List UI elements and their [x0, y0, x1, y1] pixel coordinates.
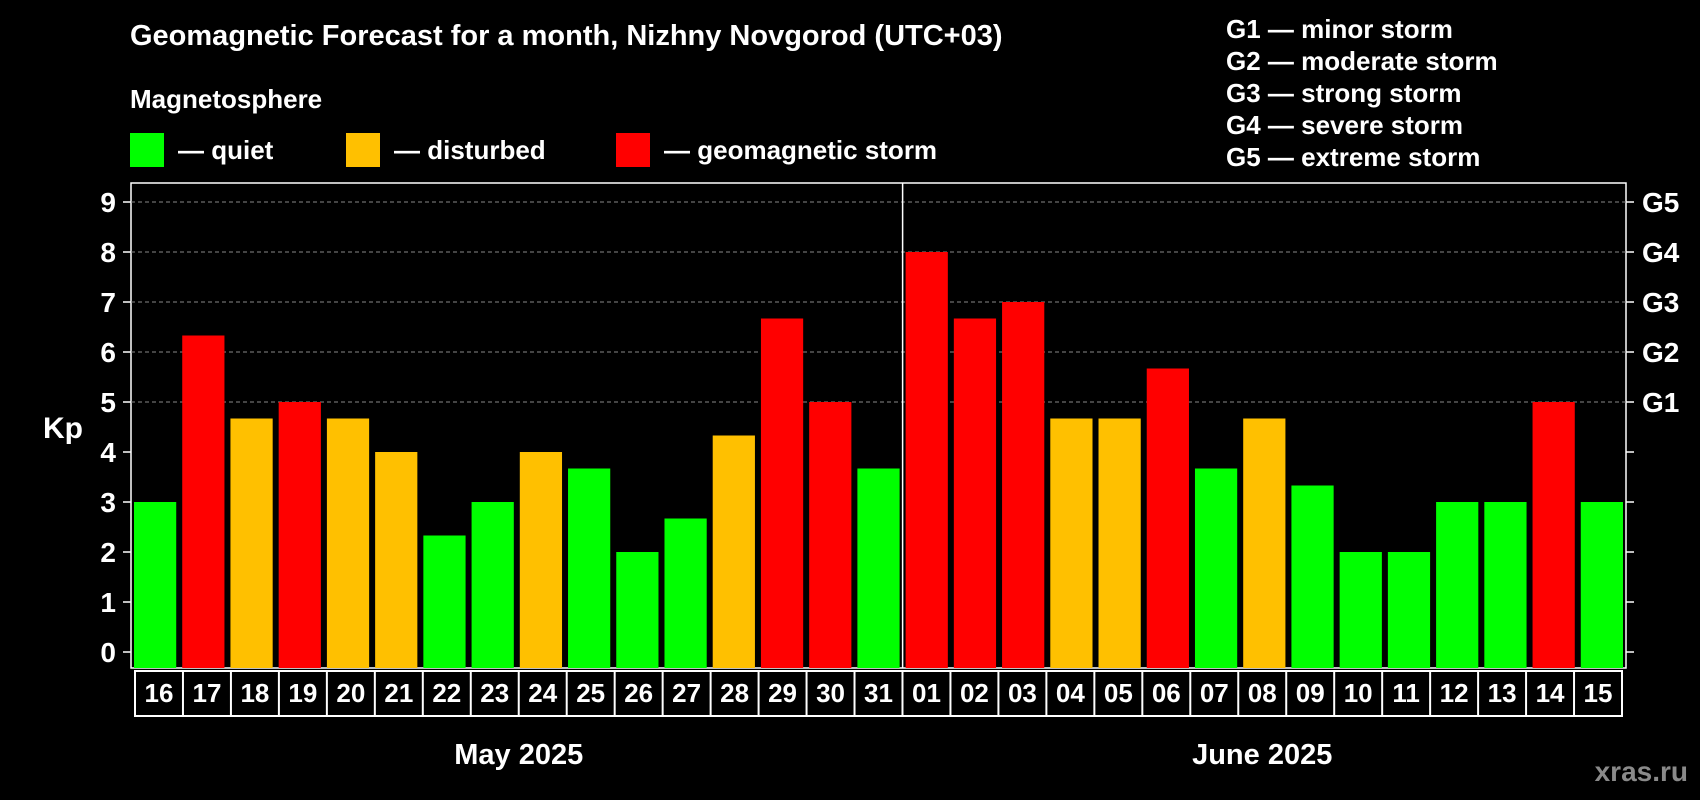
- legend-swatch-quiet: [130, 133, 164, 167]
- kp-bar: [616, 552, 659, 668]
- day-label: 21: [384, 678, 413, 708]
- y-tick-label: 1: [100, 587, 116, 618]
- g-axis-label: G3: [1642, 287, 1679, 318]
- day-label: 27: [672, 678, 701, 708]
- g-scale-g5: G5 — extreme storm: [1226, 142, 1481, 172]
- kp-bar: [1243, 418, 1286, 668]
- y-tick-label: 6: [100, 337, 116, 368]
- day-label: 05: [1104, 678, 1133, 708]
- kp-bar: [857, 468, 900, 668]
- kp-bar: [664, 518, 707, 668]
- day-label: 01: [912, 678, 941, 708]
- kp-bar: [230, 418, 273, 668]
- y-tick-label: 2: [100, 537, 116, 568]
- g-scale-g3: G3 — strong storm: [1226, 78, 1462, 108]
- y-tick-label: 7: [100, 287, 116, 318]
- day-label: 14: [1536, 678, 1565, 708]
- day-label: 26: [624, 678, 653, 708]
- day-label-row: [134, 670, 1623, 717]
- day-label: 15: [1584, 678, 1613, 708]
- y-tick-label: 5: [100, 387, 116, 418]
- day-label: 02: [960, 678, 989, 708]
- chart-title: Geomagnetic Forecast for a month, Nizhny…: [130, 20, 1003, 52]
- day-label: 07: [1200, 678, 1229, 708]
- kp-bar: [1002, 302, 1045, 668]
- day-label: 12: [1440, 678, 1469, 708]
- y-tick-label: 0: [100, 637, 116, 668]
- day-label: 11: [1392, 678, 1420, 708]
- kp-bar: [809, 402, 852, 668]
- legend-swatch-storm: [616, 133, 650, 167]
- day-label: 16: [145, 678, 174, 708]
- g-axis-label: G1: [1642, 387, 1679, 418]
- legend-label-disturbed: — disturbed: [394, 134, 546, 165]
- kp-bar: [1194, 468, 1238, 668]
- kp-bar: [760, 318, 804, 668]
- kp-bar: [1098, 418, 1141, 668]
- day-label: 06: [1152, 678, 1181, 708]
- month-label: June 2025: [1192, 739, 1332, 771]
- day-label: 03: [1008, 678, 1037, 708]
- day-label: 20: [336, 678, 365, 708]
- day-label: 13: [1488, 678, 1517, 708]
- legend-item-storm: — geomagnetic storm: [616, 132, 937, 168]
- g-axis-label: G5: [1642, 187, 1679, 218]
- day-label: 08: [1248, 678, 1277, 708]
- kp-bar: [1484, 502, 1527, 668]
- kp-bar: [278, 402, 321, 668]
- day-label: 29: [768, 678, 797, 708]
- kp-bar: [1532, 402, 1575, 668]
- y-tick-label: 9: [100, 187, 116, 218]
- day-label: 19: [288, 678, 317, 708]
- kp-bar: [326, 418, 370, 668]
- day-label: 31: [864, 678, 893, 708]
- kp-bar: [568, 468, 611, 668]
- day-label: 24: [528, 678, 557, 708]
- day-label: 09: [1296, 678, 1325, 708]
- y-tick-label: 4: [100, 437, 116, 468]
- kp-bar: [905, 252, 948, 668]
- legend-item-quiet: — quiet: [130, 132, 273, 168]
- legend-item-disturbed: — disturbed: [346, 132, 546, 168]
- kp-bar: [1387, 552, 1431, 668]
- day-label: 22: [432, 678, 461, 708]
- kp-bar: [1580, 502, 1623, 668]
- g-axis-label: G4: [1642, 237, 1680, 268]
- kp-bar: [1339, 552, 1382, 668]
- day-label: 25: [576, 678, 605, 708]
- kp-bar: [1436, 502, 1479, 668]
- legend-label-storm: — geomagnetic storm: [664, 134, 938, 165]
- magnetosphere-label: Magnetosphere: [130, 84, 323, 114]
- y-tick-label: 8: [100, 237, 116, 268]
- y-axis-label: Kp: [43, 412, 83, 445]
- kp-bar: [134, 502, 177, 668]
- kp-bar: [1050, 418, 1093, 668]
- day-label: 28: [720, 678, 749, 708]
- day-label: 23: [480, 678, 509, 708]
- kp-bar: [375, 452, 418, 668]
- g-scale-g4: G4 — severe storm: [1226, 110, 1464, 140]
- kp-bar: [423, 535, 466, 668]
- day-label: 30: [816, 678, 845, 708]
- month-label: May 2025: [454, 739, 583, 771]
- day-label: 18: [240, 678, 269, 708]
- kp-bar: [953, 318, 997, 668]
- day-label: 17: [192, 678, 221, 708]
- kp-bar: [712, 435, 755, 668]
- legend-swatch-disturbed: [346, 133, 380, 167]
- kp-bar: [471, 502, 514, 668]
- g-scale-g2: G2 — moderate storm: [1226, 46, 1498, 76]
- y-tick-label: 3: [100, 487, 116, 518]
- day-label: 10: [1344, 678, 1373, 708]
- legend-label-quiet: — quiet: [178, 134, 274, 165]
- watermark: xras.ru: [1594, 756, 1688, 787]
- g-scale-g1: G1 — minor storm: [1226, 14, 1453, 44]
- kp-bar: [182, 335, 225, 668]
- kp-bar: [1291, 485, 1334, 668]
- kp-bar: [519, 452, 563, 668]
- day-label: 04: [1056, 678, 1085, 708]
- kp-bar: [1146, 368, 1189, 668]
- g-axis-label: G2: [1642, 337, 1679, 368]
